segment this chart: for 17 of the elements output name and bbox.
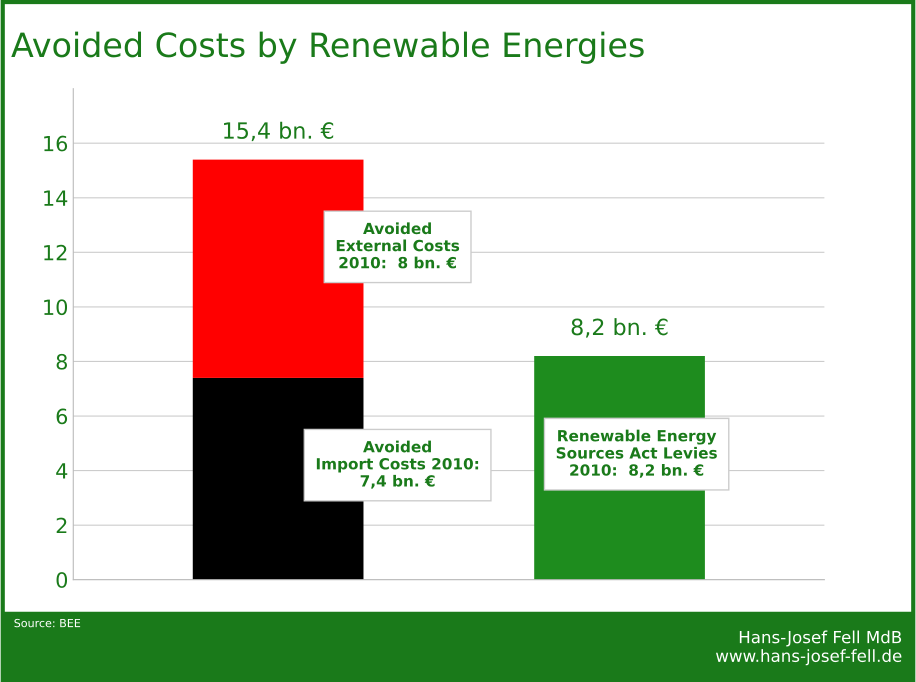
total-label: 15,4 bn. €: [224, 122, 334, 142]
y-tick-label: 2: [56, 518, 66, 534]
text: Hans-Josef Fell MdB www.hans-josef-fell.de: [716, 630, 902, 666]
annotation: Avoided External Costs 2010: 8 bn. €: [336, 222, 460, 268]
y-tick-label: 12: [44, 244, 66, 260]
annotation: Renewable Energy Sources Act Levies 2010: 8,2 bn. €: [556, 430, 717, 478]
y-tick-label: 0: [56, 572, 68, 588]
y-tick-label: 4: [56, 463, 68, 478]
y-tick-label: 6: [56, 408, 68, 424]
y-tick-label: 16: [44, 136, 68, 152]
y-tick-label: 14: [44, 190, 68, 206]
total-label: 8,2 bn. €: [572, 318, 668, 338]
chart-title: Avoided Costs by Renewable Energies: [11, 32, 644, 64]
source-note: Source: BEE: [14, 618, 80, 628]
y-tick-label: 8: [56, 354, 67, 370]
annotation: Avoided Import Costs 2010: 7,4 bn. €: [316, 440, 478, 489]
y-tick-label: 10: [44, 299, 68, 316]
